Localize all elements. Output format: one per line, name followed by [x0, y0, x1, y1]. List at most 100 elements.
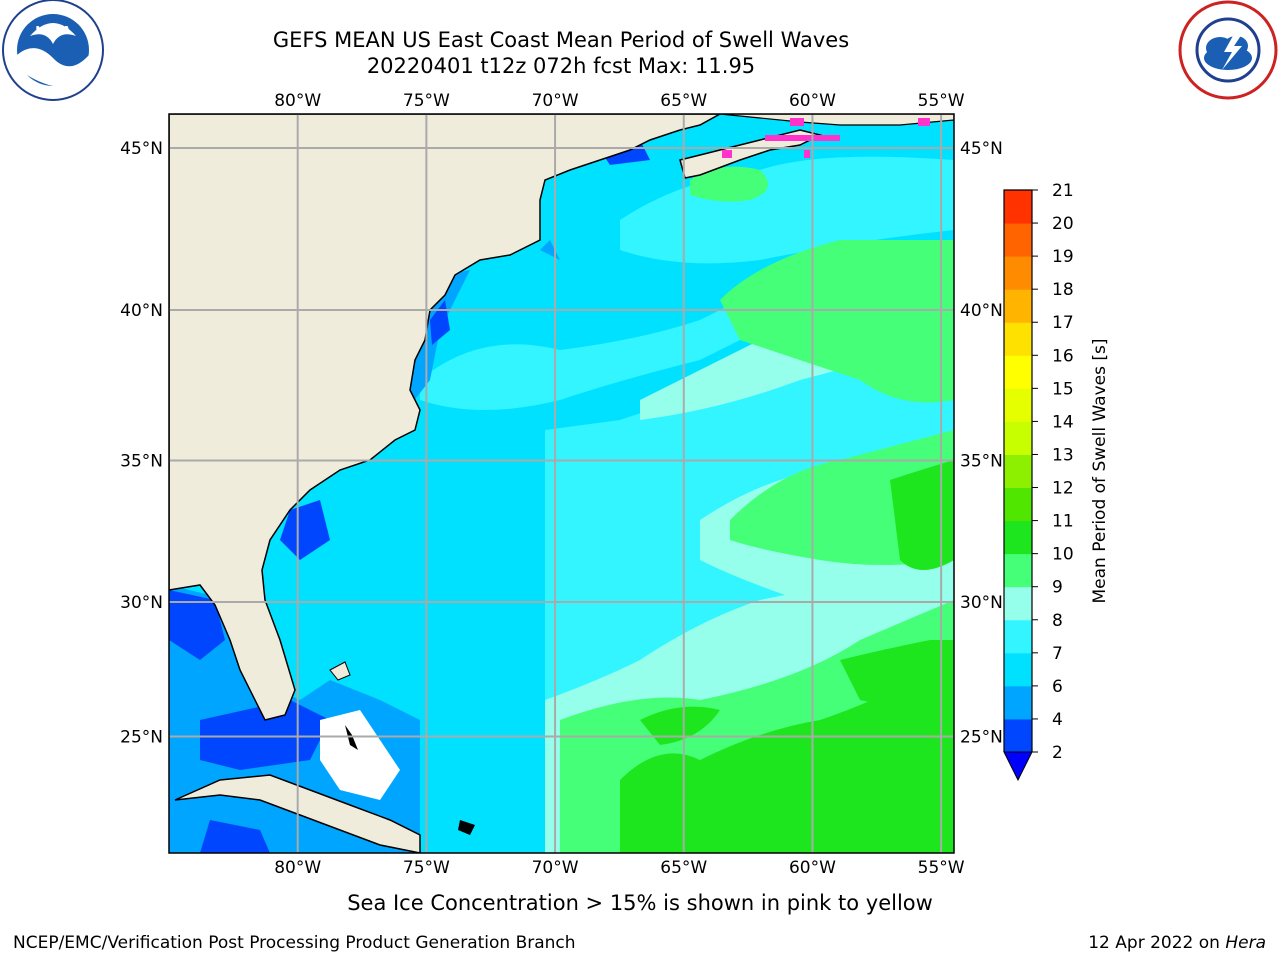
- x-tick-label: 80°W: [274, 858, 321, 878]
- field-2-4-gulf-w: [169, 590, 225, 660]
- map-frame: [168, 113, 955, 854]
- x-ticks-bottom: 80°W 75°W 70°W 65°W 60°W 55°W: [274, 858, 965, 878]
- field-10-11-patch2: [840, 640, 954, 705]
- x-tick-label: 60°W: [789, 858, 836, 878]
- ice-patch-3: [765, 135, 840, 141]
- x-tick-label: 60°W: [789, 91, 836, 111]
- colorbar-tick-label: 15: [1052, 379, 1074, 399]
- colorbar-tick-label: 20: [1052, 214, 1074, 234]
- colorbar-tick-label: 18: [1052, 280, 1074, 300]
- colorbar-segment: [1004, 454, 1032, 489]
- branch-credit: NCEP/EMC/Verification Post Processing Pr…: [13, 933, 576, 953]
- field-9-10-ne: [720, 240, 954, 403]
- y-ticks-right: 25°N 30°N 35°N 40°N 45°N: [960, 139, 1003, 747]
- x-tick-label: 80°W: [274, 91, 321, 111]
- y-ticks-left: 25°N 30°N 35°N 40°N 45°N: [120, 139, 163, 747]
- colorbar-segment: [1004, 190, 1032, 224]
- colorbar-tick-label: 16: [1052, 346, 1074, 366]
- colorbar-tick-label: 2: [1052, 743, 1063, 763]
- x-tick-label: 55°W: [918, 91, 965, 111]
- map-grid: [169, 114, 954, 853]
- colorbar-label: Mean Period of Swell Waves [s]: [1090, 339, 1110, 604]
- ice-note: Sea Ice Concentration > 15% is shown in …: [0, 891, 1280, 915]
- colorbar-segment: [1004, 421, 1032, 455]
- colorbar-segment: [1004, 388, 1032, 422]
- field-2-4-delmarva: [430, 300, 450, 345]
- colorbar-segment: [1004, 652, 1032, 687]
- colorbar-tick-label: 6: [1052, 677, 1063, 697]
- y-tick-label: 40°N: [960, 301, 1003, 321]
- y-tick-label: 40°N: [120, 301, 163, 321]
- x-ticks-top: 80°W 75°W 70°W 65°W 60°W 55°W: [274, 91, 965, 111]
- colorbar-segment: [1004, 289, 1032, 323]
- colorbar-segment: [1004, 487, 1032, 522]
- x-tick-label: 70°W: [532, 858, 579, 878]
- land-canada: [719, 114, 954, 126]
- land-nova-scotia: [679, 129, 823, 179]
- chart-subtitle: 20220401 t12z 072h fcst Max: 11.95: [366, 54, 756, 78]
- colorbar-under-triangle: [1003, 751, 1033, 782]
- colorbar-tick-label: 9: [1052, 578, 1063, 598]
- colorbar-tick-label: 17: [1052, 313, 1074, 333]
- ice-note-text: Sea Ice Concentration > 15% is shown in …: [347, 891, 933, 915]
- bahamas-blank: [320, 710, 400, 800]
- field-10-11-patch: [640, 706, 720, 745]
- field-2-4-carolina: [280, 500, 330, 560]
- colorbar-outline: [1003, 189, 1033, 752]
- noaa-logo-icon: NOAA: [0, 0, 106, 106]
- x-tick-label: 75°W: [403, 91, 450, 111]
- ice-patch-4: [722, 150, 732, 158]
- colorbar-tick-label: 12: [1052, 479, 1074, 499]
- colorbar-tick-label: 14: [1052, 412, 1074, 432]
- x-tick-label: 65°W: [660, 858, 707, 878]
- svg-text:NOAA: NOAA: [35, 24, 71, 37]
- colorbar-tick-label: 19: [1052, 247, 1074, 267]
- colorbar-segment: [1004, 355, 1032, 389]
- colorbar-segment: [1004, 322, 1032, 356]
- y-tick-label: 30°N: [120, 593, 163, 613]
- y-tick-label: 30°N: [960, 593, 1003, 613]
- x-tick-label: 75°W: [403, 858, 450, 878]
- date-text: 12 Apr 2022 on: [1088, 933, 1226, 953]
- ice-patch-2: [790, 118, 804, 126]
- date-stamp: 12 Apr 2022 on Hera: [1088, 933, 1266, 953]
- colorbar: 2 4 6 7 8 9 10 11 12 13 14 15 16 17 18 19 20 21: [1003, 181, 1074, 782]
- y-tick-label: 25°N: [120, 728, 163, 748]
- colorbar-segment: [1004, 223, 1032, 257]
- colorbar-segment: [1004, 586, 1032, 621]
- ice-patch-5: [804, 150, 810, 158]
- field-10-11-south: [620, 660, 954, 853]
- colorbar-tick-label: 21: [1052, 181, 1074, 201]
- field-9-10-maine: [690, 166, 768, 202]
- field-7-8-north: [420, 260, 820, 410]
- x-tick-label: 70°W: [532, 91, 579, 111]
- nws-logo-icon: [1176, 0, 1280, 104]
- y-tick-label: 35°N: [120, 451, 163, 471]
- land-us: [169, 114, 721, 721]
- colorbar-tick-label: 8: [1052, 611, 1063, 631]
- colorbar-tick-label: 4: [1052, 710, 1063, 730]
- colorbar-segment: [1004, 553, 1032, 588]
- y-tick-label: 45°N: [960, 139, 1003, 159]
- colorbar-tick-label: 7: [1052, 644, 1063, 664]
- colorbar-segment: [1004, 619, 1032, 654]
- land-bahamas: [329, 661, 351, 681]
- ice-patch-1: [918, 118, 930, 126]
- chart-title: GEFS MEAN US East Coast Mean Period of S…: [272, 28, 850, 52]
- land-hispaniola-bit: [458, 820, 475, 835]
- colorbar-segment: [1004, 520, 1032, 555]
- x-tick-label: 65°W: [660, 91, 707, 111]
- field-10-11-east: [890, 460, 954, 570]
- y-tick-label: 45°N: [120, 139, 163, 159]
- colorbar-tick-label: 13: [1052, 445, 1074, 465]
- machine-name: Hera: [1225, 933, 1266, 953]
- colorbar-tick-label: 11: [1052, 512, 1074, 532]
- colorbar-segment: [1004, 718, 1032, 753]
- map-field: [169, 114, 954, 853]
- field-2-4-caribbean: [200, 820, 270, 853]
- x-tick-label: 55°W: [918, 858, 965, 878]
- colorbar-segment: [1004, 256, 1032, 290]
- y-tick-label: 35°N: [960, 451, 1003, 471]
- colorbar-tick-label: 10: [1052, 545, 1074, 565]
